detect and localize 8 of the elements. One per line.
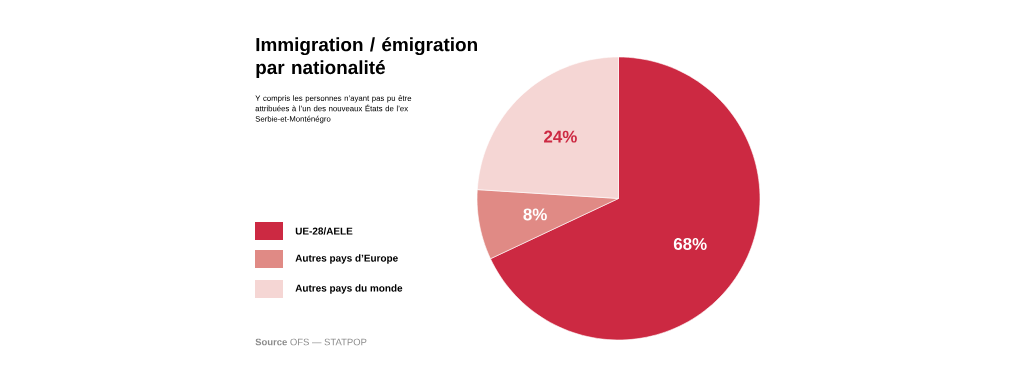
legend-label: Autres pays du monde [295,284,403,294]
legend-label: Autres pays d’Europe [295,254,398,264]
data-label: 8% [523,208,547,221]
data-label: 68% [673,237,707,250]
chart-title: Immigration / émigration par nationalité [256,37,477,78]
text: Source OFS — STATPOP [255,338,367,346]
data-label: 24% [544,130,577,143]
legend-label: UE-28/AELE [295,227,353,235]
